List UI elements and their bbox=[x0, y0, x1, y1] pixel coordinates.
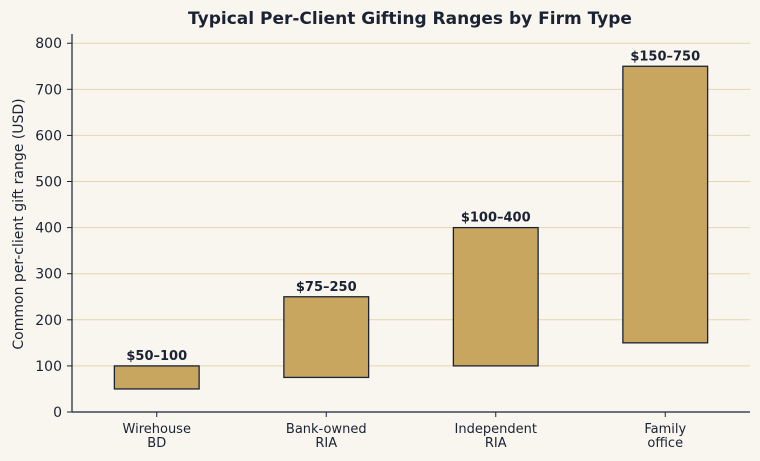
y-axis-label: Common per-client gift range (USD) bbox=[11, 98, 27, 349]
x-tick-label: Independent RIA bbox=[455, 422, 537, 451]
x-tick-label-line: RIA bbox=[485, 436, 507, 451]
chart-title: Typical Per-Client Gifting Ranges by Fir… bbox=[188, 9, 632, 29]
x-tick-label-line: Independent bbox=[455, 422, 537, 437]
x-tick-label-line: office bbox=[647, 436, 683, 451]
range-bar bbox=[452, 226, 539, 367]
range-data-label: $50–100 bbox=[126, 349, 187, 364]
x-tick-label-line: RIA bbox=[315, 436, 337, 451]
range-bar bbox=[113, 365, 200, 390]
data-labels: $50–100 $75–250 $100–400 $150–750 bbox=[126, 49, 700, 364]
range-data-label: $150–750 bbox=[630, 49, 700, 64]
y-tick-labels: 0 100 200 300 400 500 600 700 800 bbox=[35, 36, 62, 421]
y-tick-label: 700 bbox=[35, 82, 62, 98]
y-tick-label: 600 bbox=[35, 128, 62, 144]
y-tick-label: 300 bbox=[35, 267, 62, 283]
y-tick-label: 500 bbox=[35, 175, 62, 191]
y-tick-label: 800 bbox=[35, 36, 62, 52]
x-tick-label-line: Bank-owned bbox=[286, 422, 367, 437]
x-tick-label-line: Wirehouse bbox=[123, 422, 191, 437]
y-tick-label: 400 bbox=[35, 221, 62, 237]
bars bbox=[113, 65, 709, 390]
range-bar bbox=[622, 65, 709, 344]
range-bar bbox=[283, 296, 370, 379]
x-tick-label: Family office bbox=[644, 422, 686, 451]
range-data-label: $100–400 bbox=[461, 211, 531, 226]
y-tick-label: 0 bbox=[53, 405, 62, 421]
y-tick-label: 200 bbox=[35, 313, 62, 329]
x-tick-label: Bank-owned RIA bbox=[286, 422, 367, 451]
axes bbox=[67, 34, 750, 417]
range-data-label: $75–250 bbox=[296, 280, 357, 295]
x-tick-label-line: BD bbox=[147, 436, 166, 451]
y-tick-label: 100 bbox=[35, 359, 62, 375]
x-tick-label-line: Family bbox=[644, 422, 686, 437]
x-tick-label: Wirehouse BD bbox=[123, 422, 191, 451]
